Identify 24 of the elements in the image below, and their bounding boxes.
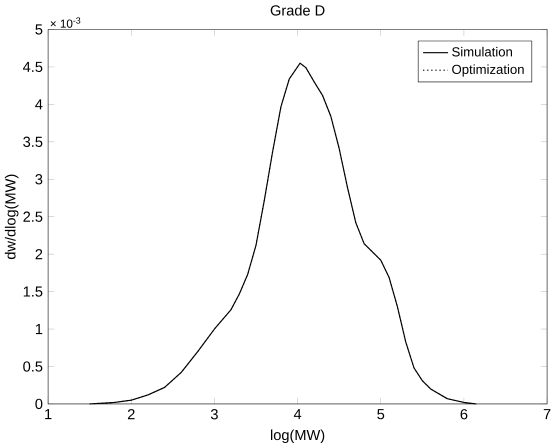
y-tick-label: 4.5: [22, 62, 42, 72]
legend-label: Simulation: [452, 46, 512, 57]
x-tick-label: 2: [128, 409, 135, 420]
legend-label: Optimization: [452, 64, 524, 77]
y-axis-title: dw/dlog(MW): [4, 174, 18, 260]
chart-title: Grade D: [270, 4, 324, 16]
x-tick-label: 5: [377, 409, 384, 420]
x-axis-title: log(MW): [271, 429, 324, 444]
y-tick-label: 2.5: [23, 212, 42, 222]
x-tick-label: 4: [294, 409, 302, 420]
x-tick-label: 1: [45, 409, 52, 420]
y-tick-label: 3: [35, 174, 42, 184]
y-tick-label: 1: [36, 324, 42, 334]
y-tick-label: 5: [35, 24, 42, 35]
y-tick-label: 2: [36, 249, 42, 260]
x-tick-label: 7: [544, 409, 550, 420]
y-tick-label: 3.5: [23, 136, 42, 148]
y-tick-label: 4: [35, 99, 43, 110]
text: × 10$^{-3}$: [50, 17, 80, 28]
x-tick-label: 3: [210, 409, 218, 420]
y-tick-label: 0.5: [23, 361, 42, 372]
y-tick-label: 1.5: [24, 286, 42, 297]
x-tick-label: 6: [460, 409, 468, 420]
y-tick-label: 0: [35, 398, 42, 410]
